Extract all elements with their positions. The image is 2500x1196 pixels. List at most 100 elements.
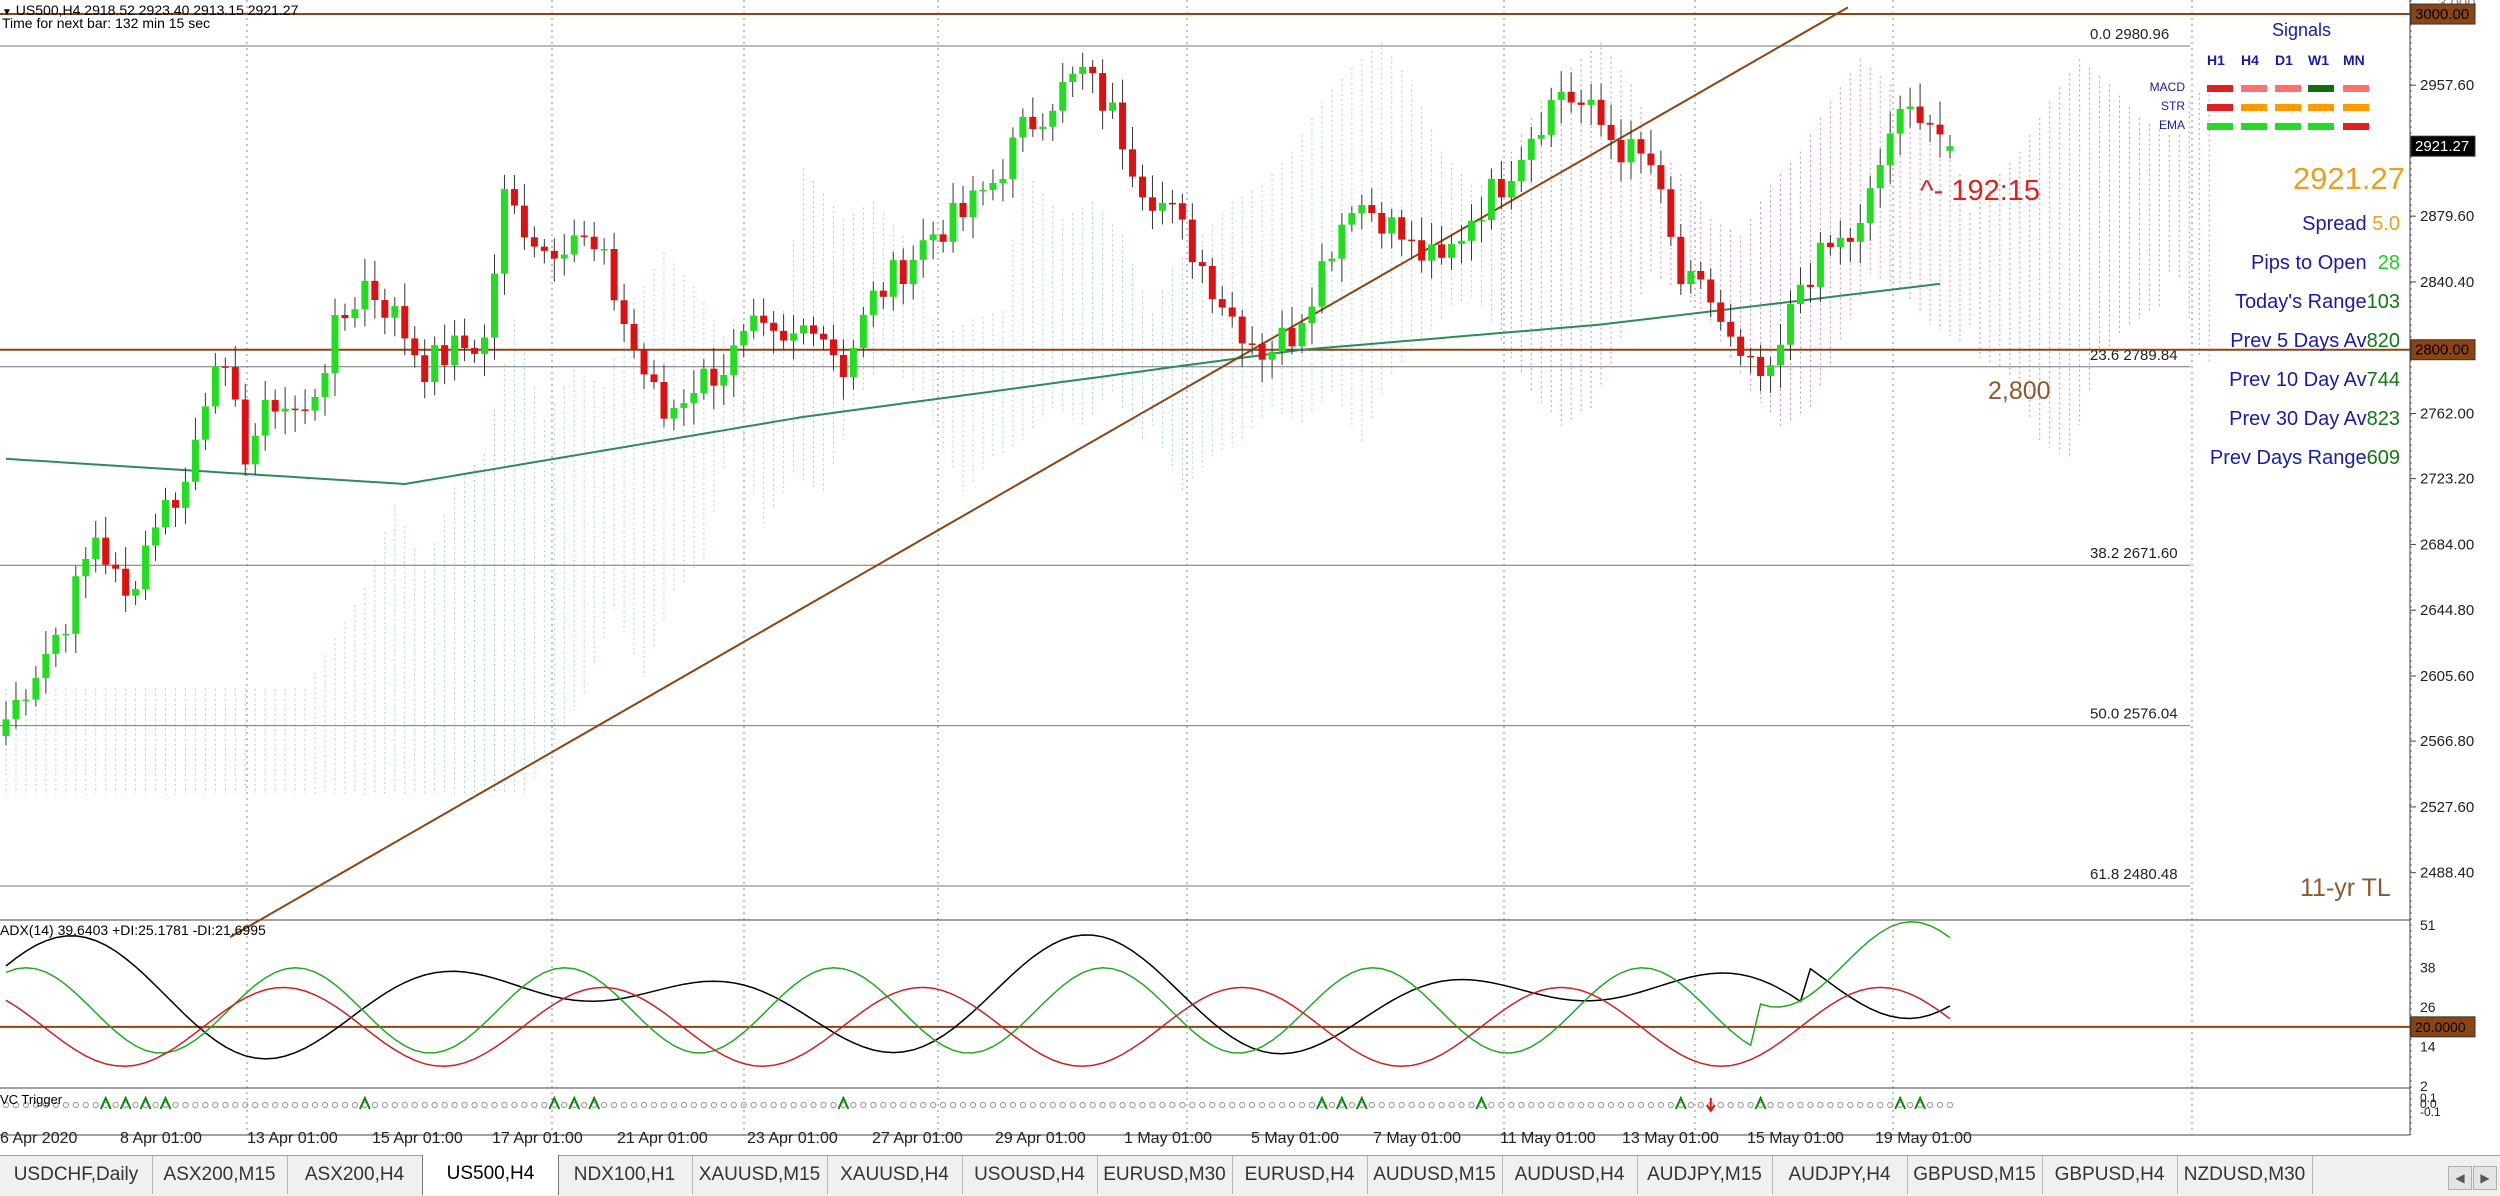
tab-xauusd-h4[interactable]: XAUUSD,H4 <box>827 1156 963 1194</box>
tab-xauusd-m15[interactable]: XAUUSD,M15 <box>692 1156 828 1194</box>
tab-gbpusd-h4[interactable]: GBPUSD,H4 <box>2042 1156 2178 1194</box>
prev5-row: Prev 5 Days Av820 <box>2230 330 2400 353</box>
trigger-dot <box>1617 1101 1625 1109</box>
price-tick-label: 2566.80 <box>2420 733 2474 750</box>
bear-candle <box>1667 189 1675 237</box>
tab-usdchf-daily[interactable]: USDCHF,Daily <box>0 1156 153 1194</box>
bull-candle <box>869 290 877 315</box>
trigger-dot <box>1278 1101 1286 1109</box>
spread-row: Spread 5.0 <box>2302 213 2400 236</box>
today-range-label: Today's Range <box>2234 291 2367 313</box>
tag-current-price: 2921.27 <box>2415 138 2469 155</box>
trigger-dot <box>1298 1101 1306 1109</box>
tab-asx200-h4[interactable]: ASX200,H4 <box>287 1156 423 1194</box>
trigger-dot <box>1518 1101 1525 1109</box>
trigger-dot <box>381 1101 388 1109</box>
signal-row-label: EMA <box>2158 118 2185 132</box>
trigger-dot <box>770 1101 777 1109</box>
trigger-dot <box>1717 1101 1724 1109</box>
bull-candle <box>1019 116 1027 138</box>
bull-candle <box>949 202 957 242</box>
bull-candle <box>142 545 150 590</box>
trigger-dot <box>1029 1101 1036 1109</box>
bull-candle <box>72 576 80 634</box>
time-label: 6 Apr 2020 <box>0 1130 78 1147</box>
collapse-arrow-icon[interactable]: ▼ <box>2 7 12 18</box>
trigger-dot <box>1797 1101 1804 1109</box>
tab-audjpy-h4[interactable]: AUDJPY,H4 <box>1772 1156 1908 1194</box>
bull-candle <box>431 345 439 383</box>
prev10-label: Prev 10 Day Av <box>2229 369 2367 391</box>
tab-scroll-right-icon[interactable]: ▶ <box>2473 1166 2497 1190</box>
signal-cell <box>2207 85 2233 92</box>
trigger-dot <box>1268 1101 1276 1109</box>
tag-2800: 2800.00 <box>2415 342 2469 359</box>
bull-candle <box>1328 258 1336 262</box>
pips-row: Pips to Open 28 <box>2251 252 2400 275</box>
trigger-dot <box>1149 1101 1156 1109</box>
time-label: 17 Apr 01:00 <box>492 1130 583 1147</box>
trigger-dot <box>1508 1101 1515 1109</box>
bull-candle <box>1039 126 1047 130</box>
trigger-dot <box>1209 1101 1216 1109</box>
bear-candle <box>1119 102 1127 150</box>
tab-gbpusd-m15[interactable]: GBPUSD,M15 <box>1907 1156 2043 1194</box>
tab-audjpy-m15[interactable]: AUDJPY,M15 <box>1637 1156 1773 1194</box>
bull-candle <box>1816 242 1824 288</box>
signal-cell <box>2343 123 2369 130</box>
bull-candle <box>391 306 399 318</box>
bull-candle <box>1527 138 1535 160</box>
bear-candle <box>819 333 827 340</box>
bull-candle <box>12 699 20 720</box>
bull-candle <box>92 537 100 560</box>
tab-asx200-m15[interactable]: ASX200,M15 <box>152 1156 288 1194</box>
bear-candle <box>1168 202 1176 205</box>
symbol-ohlc: US500,H4 2918.52 2923.40 2913.15 2921.27 <box>15 2 299 18</box>
tab-nzdusd-m30[interactable]: NZDUSD,M30 <box>2177 1156 2313 1194</box>
bear-candle <box>1408 239 1416 242</box>
bear-candle <box>1637 139 1645 154</box>
tab-eurusd-m30[interactable]: EURUSD,M30 <box>1097 1156 1233 1194</box>
trigger-dot <box>690 1101 697 1109</box>
adx-scale-label: 38 <box>2420 960 2436 976</box>
pips-value: 28 <box>2377 252 2400 274</box>
bear-candle <box>112 564 120 569</box>
bull-candle <box>201 406 209 440</box>
price-chart[interactable]: 0.0 2980.96 23.6 2789.84 38.2 2671.60 50.0 … <box>0 0 2500 1155</box>
trigger-dot <box>242 1101 249 1109</box>
tab-ndx100-h1[interactable]: NDX100,H1 <box>557 1156 693 1194</box>
tag-3000-box <box>2410 3 2476 25</box>
bear-candle <box>1936 124 1944 135</box>
tab-audusd-m15[interactable]: AUDUSD,M15 <box>1367 1156 1503 1194</box>
trigger-dot <box>1438 1101 1445 1109</box>
trigger-dot <box>1637 1101 1645 1109</box>
tab-eurusd-h4[interactable]: EURUSD,H4 <box>1232 1156 1368 1194</box>
bear-candle <box>291 408 299 411</box>
bull-candle <box>1308 306 1316 323</box>
trigger-dot <box>172 1101 179 1109</box>
tab-scroll-left-icon[interactable]: ◀ <box>2448 1166 2472 1190</box>
bear-candle <box>1238 316 1246 344</box>
trigger-dot <box>481 1101 488 1109</box>
tab-usousd-h4[interactable]: USOUSD,H4 <box>962 1156 1098 1194</box>
tab-audusd-h4[interactable]: AUDUSD,H4 <box>1502 1156 1638 1194</box>
trigger-up-arrow <box>1335 1095 1348 1110</box>
trigger-scale-label: -0.1 <box>2420 1105 2441 1119</box>
trigger-dot <box>1538 1101 1545 1109</box>
trigger-dot <box>471 1101 478 1109</box>
current-price: 2921.27 <box>2292 161 2405 196</box>
tag-3000: 3000.00 <box>2415 6 2469 23</box>
bull-candle <box>1687 270 1695 285</box>
trigger-dot <box>790 1101 797 1109</box>
signal-cell <box>2207 123 2233 130</box>
bear-candle <box>1607 124 1615 141</box>
trigger-dot <box>401 1101 408 1109</box>
prev30-value: 823 <box>2366 408 2400 430</box>
trigger-dot <box>1837 1101 1844 1109</box>
bull-candle <box>490 273 498 338</box>
tag-current-price-box <box>2410 135 2476 157</box>
bear-candle <box>879 290 887 297</box>
bull-candle <box>351 309 359 319</box>
tab-us500-h4[interactable]: US500,H4 <box>422 1155 559 1195</box>
trigger-dot <box>511 1101 518 1109</box>
